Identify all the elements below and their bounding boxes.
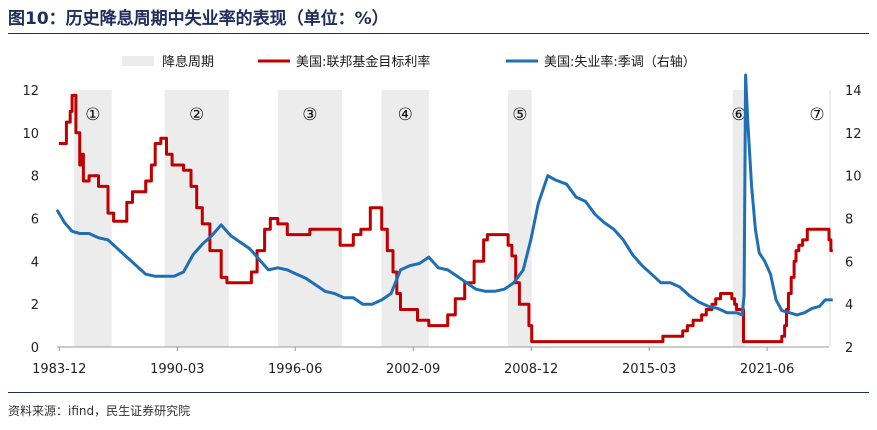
y-left-tick-label: 12 — [22, 84, 39, 99]
cut-cycle-band — [277, 90, 343, 347]
legend-label-rate: 美国:联邦基金目标利率 — [296, 54, 430, 70]
cut-cycle-band — [164, 90, 229, 347]
cut-cycle-label: ② — [189, 105, 204, 125]
y-right-tick-label: 10 — [845, 170, 862, 185]
x-tick-label: 1983-12 — [32, 362, 86, 377]
line-chart: ① ② ③ ④ ⑤ ⑥ ⑦ 1983-12 1990-03 1996-06 2002-09 2008… — [22, 54, 861, 377]
cut-cycle-label: ⑥ — [731, 105, 746, 125]
y-right-tick-label: 2 — [845, 341, 853, 356]
y-left-tick-label: 4 — [31, 255, 39, 270]
y-left-tick-label: 2 — [31, 298, 39, 313]
y-right-tick-label: 14 — [845, 84, 862, 99]
y-right-tick-label: 12 — [845, 127, 862, 142]
figure-title: 图10：历史降息周期中失业率的表现（单位：%） — [8, 9, 389, 29]
y-left-tick-label: 6 — [31, 213, 39, 228]
unemployment-rate-line — [55, 73, 833, 317]
axes: 1983-12 1990-03 1996-06 2002-09 2008-12 2015-… — [22, 84, 861, 377]
legend: 降息周期 美国:联邦基金目标利率 美国:失业率:季调（右轴） — [122, 54, 696, 70]
cut-cycle-label: ③ — [302, 105, 317, 125]
y-left-tick-label: 10 — [22, 127, 39, 142]
legend-label-unemployment: 美国:失业率:季调（右轴） — [544, 54, 696, 70]
x-tick-label: 2008-12 — [504, 362, 558, 377]
fed-funds-rate-line — [58, 93, 833, 344]
x-tick-label: 2002-09 — [386, 362, 440, 377]
legend-swatch-band — [122, 56, 154, 66]
cut-cycle-band — [732, 90, 746, 347]
cut-cycle-band — [73, 90, 112, 347]
y-right-tick-label: 8 — [845, 213, 853, 228]
cut-cycle-band — [381, 90, 429, 347]
x-tick-label: 2015-03 — [622, 362, 676, 377]
x-tick-label: 1996-06 — [268, 362, 322, 377]
cut-cycle-label: ⑦ — [809, 105, 824, 125]
y-left-tick-label: 0 — [31, 341, 39, 356]
x-tick-label: 1990-03 — [150, 362, 204, 377]
legend-label-band: 降息周期 — [162, 54, 214, 70]
x-tick-label: 2021-06 — [740, 362, 794, 377]
footer-rule — [8, 392, 869, 393]
y-right-tick-label: 6 — [845, 255, 853, 270]
cut-cycle-label: ① — [85, 105, 100, 125]
title-rule — [8, 33, 869, 34]
y-left-tick-label: 8 — [31, 170, 39, 185]
y-right-tick-label: 4 — [845, 298, 853, 313]
series-lines — [55, 73, 833, 344]
cut-cycle-band — [829, 90, 831, 347]
cut-cycle-label: ⑤ — [512, 105, 527, 125]
source-note: 资料来源：ifind，民生证券研究院 — [8, 404, 191, 418]
cut-cycle-label: ④ — [398, 105, 413, 125]
